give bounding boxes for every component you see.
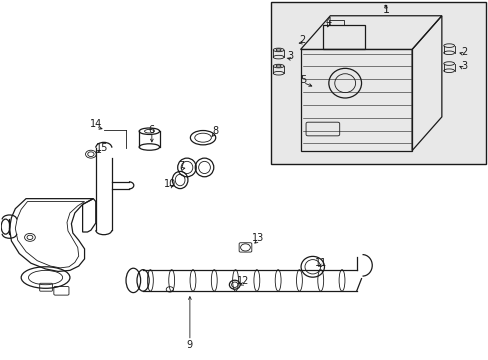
Text: 2: 2: [298, 35, 305, 45]
Text: 1: 1: [382, 5, 388, 15]
Text: 15: 15: [96, 143, 108, 153]
Text: 8: 8: [212, 126, 218, 135]
Text: 13: 13: [251, 233, 264, 243]
Text: 2: 2: [460, 46, 466, 57]
Text: 9: 9: [186, 340, 193, 350]
Text: 4: 4: [325, 17, 331, 27]
Text: 11: 11: [315, 258, 327, 268]
Bar: [300, 49, 411, 150]
Text: 12: 12: [237, 276, 249, 286]
Text: 7: 7: [178, 161, 184, 171]
Text: 14: 14: [89, 120, 102, 129]
Text: 3: 3: [460, 61, 466, 71]
Bar: [328, 20, 343, 25]
Text: 6: 6: [148, 125, 155, 135]
Bar: [322, 25, 364, 49]
Text: 10: 10: [164, 179, 176, 189]
Bar: [271, 3, 485, 164]
Text: 3: 3: [287, 51, 293, 61]
Text: 5: 5: [299, 75, 305, 85]
